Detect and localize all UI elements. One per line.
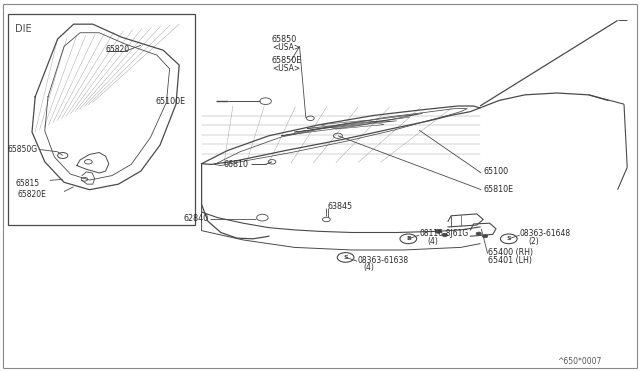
Circle shape	[435, 230, 442, 233]
Text: S: S	[506, 236, 511, 241]
Text: 66810: 66810	[223, 160, 248, 169]
Text: S: S	[343, 255, 348, 260]
Text: 08363-61638: 08363-61638	[357, 256, 408, 265]
Text: 65815: 65815	[16, 179, 40, 187]
Text: 65820: 65820	[106, 45, 130, 54]
Circle shape	[442, 234, 447, 237]
Text: DIE: DIE	[15, 24, 32, 34]
Bar	[8, 14, 195, 225]
Text: 08116-8J61G: 08116-8J61G	[419, 229, 468, 238]
Text: 65401 (LH): 65401 (LH)	[488, 256, 532, 265]
Text: 65100: 65100	[483, 167, 508, 176]
Text: 65400 (RH): 65400 (RH)	[488, 248, 533, 257]
Text: <USA>: <USA>	[272, 43, 300, 52]
Text: 08363-61648: 08363-61648	[520, 229, 571, 238]
Circle shape	[476, 232, 481, 235]
Text: ^650*0007: ^650*0007	[557, 357, 601, 366]
Text: 65850G: 65850G	[8, 145, 38, 154]
Text: 65820E: 65820E	[18, 190, 47, 199]
Text: (2): (2)	[528, 237, 539, 246]
Circle shape	[483, 235, 488, 238]
Text: 62840: 62840	[184, 214, 209, 223]
Text: B: B	[406, 236, 411, 241]
Text: 65810E: 65810E	[483, 185, 513, 194]
Text: <USA>: <USA>	[272, 64, 300, 73]
Text: 63845: 63845	[328, 202, 353, 211]
Text: 65850: 65850	[272, 35, 297, 44]
Text: 65850E: 65850E	[272, 56, 302, 65]
Text: (4): (4)	[428, 237, 438, 246]
Text: (4): (4)	[364, 263, 374, 272]
Text: 65100E: 65100E	[156, 97, 186, 106]
